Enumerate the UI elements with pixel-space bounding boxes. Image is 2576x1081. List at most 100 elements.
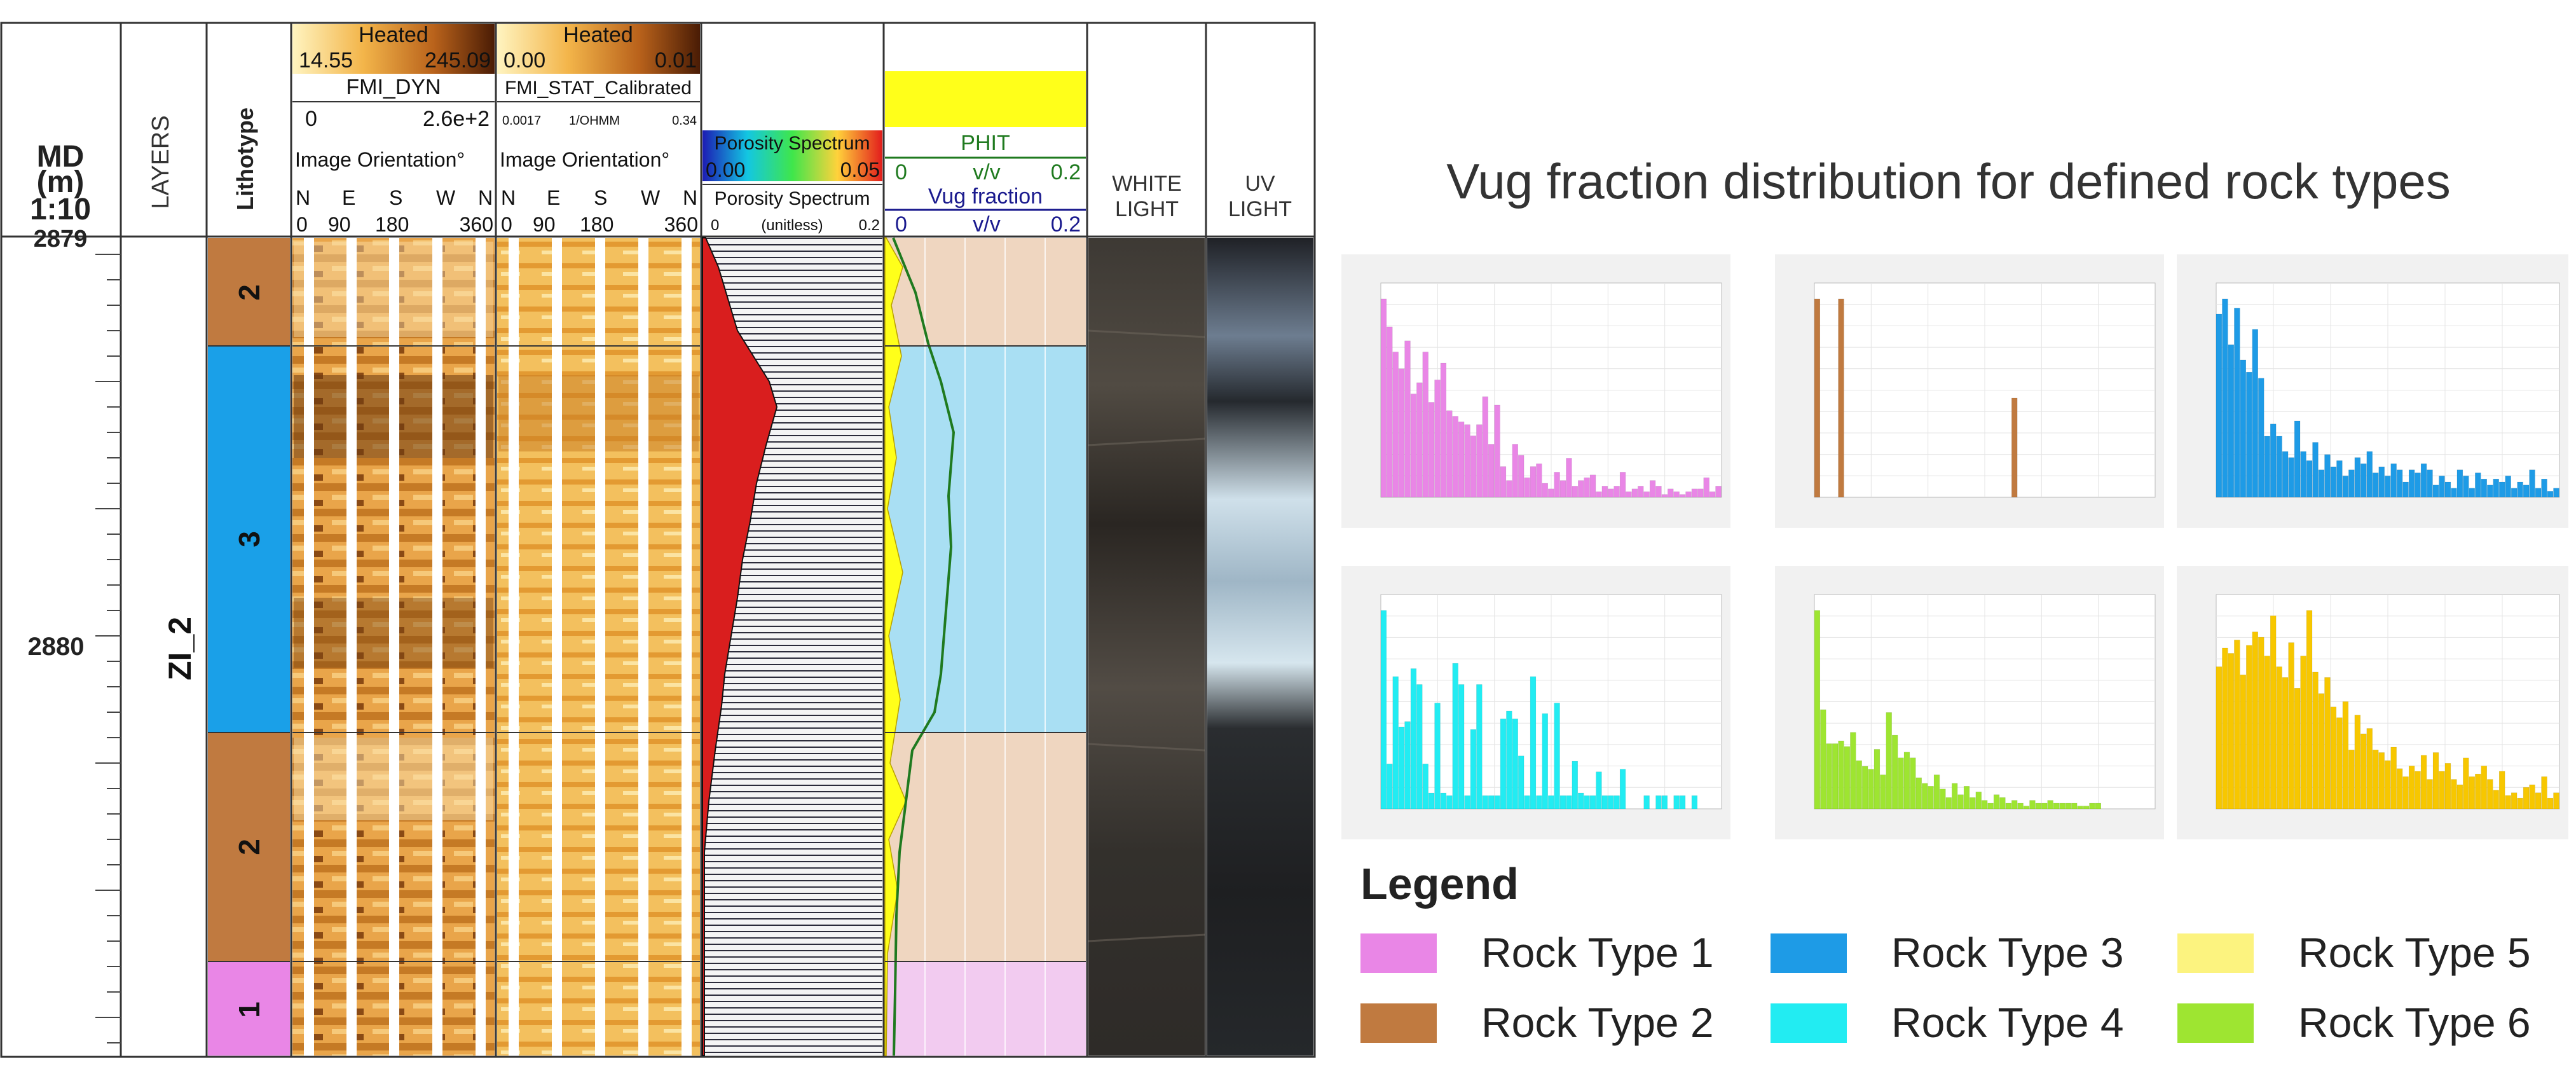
- histogram-bar: [2312, 442, 2319, 498]
- histogram-bar: [1452, 663, 1458, 809]
- fmi-dyn-image: [292, 238, 495, 1056]
- histogram-bar: [1856, 760, 1862, 809]
- histogram-bar: [2336, 717, 2343, 809]
- histogram-bar: [2029, 800, 2036, 809]
- fmi-dyn-colorbar: [292, 24, 495, 74]
- histogram-bar: [1524, 795, 1530, 809]
- fmi-dyn-dir-e: E: [342, 186, 355, 209]
- histogram-bar: [2234, 640, 2240, 809]
- histogram-bar: [2415, 771, 2421, 809]
- histogram-bar: [1608, 795, 1614, 809]
- histogram-bar: [1868, 769, 1874, 809]
- histogram-bar: [1542, 483, 1548, 498]
- histogram-bar: [1596, 491, 1602, 498]
- histogram-bar: [1814, 298, 1821, 498]
- histogram-bar: [2330, 706, 2337, 809]
- litho-label-3: 2: [233, 839, 266, 855]
- histogram-bar: [2035, 802, 2041, 809]
- fmi-dyn-tick-90: 90: [328, 213, 351, 236]
- fmi-dyn-name: FMI_DYN: [346, 75, 441, 99]
- histogram-bar: [2216, 666, 2223, 809]
- histogram-bar: [2553, 488, 2559, 498]
- vug-unit: v/v: [973, 212, 1000, 237]
- md-scale: 1:10: [30, 193, 91, 226]
- histogram-bar: [1458, 684, 1465, 809]
- histogram-bar: [1952, 783, 1958, 809]
- histogram-bar: [1892, 734, 1898, 809]
- histogram-bar: [1970, 797, 1976, 809]
- fmi-dyn-range-min: 0: [305, 107, 317, 131]
- histogram-bar: [1392, 676, 1399, 809]
- histogram-bar: [2463, 757, 2469, 809]
- histogram-bar: [2083, 806, 2090, 809]
- depth-label-2879: 2879: [34, 226, 88, 252]
- histogram-bar: [1434, 703, 1441, 809]
- histogram-bar: [2529, 784, 2535, 809]
- histogram-bar: [1826, 743, 1832, 809]
- histogram-bar: [2228, 653, 2235, 809]
- legend-swatch: [2177, 1003, 2254, 1043]
- histogram-bar: [1999, 797, 2006, 809]
- fmi-stat-dir-e: E: [547, 186, 560, 209]
- histogram-bar: [2306, 460, 2313, 498]
- histogram-bar: [2451, 779, 2457, 809]
- phit-min: 0: [895, 160, 907, 184]
- histogram-bar: [2270, 423, 2277, 498]
- histogram-bar: [1679, 795, 1686, 809]
- histogram-bar: [2396, 768, 2403, 809]
- histogram-bar: [2475, 472, 2481, 498]
- histogram-bar: [1715, 486, 1722, 498]
- histogram-bar: [1416, 382, 1423, 498]
- histogram-bar: [2499, 771, 2505, 809]
- histogram-bar: [1814, 610, 1821, 809]
- phit-swatch: [885, 71, 1086, 127]
- porosity-unit: (unitless): [761, 217, 823, 234]
- fmi-stat-tick-0: 0: [501, 213, 512, 236]
- lithotype-track: 2 3 2 1: [208, 238, 290, 1056]
- white-light-header: WHITE: [1112, 172, 1182, 196]
- histogram-bar: [1975, 792, 1982, 809]
- histogram-bar: [1898, 757, 1904, 809]
- histogram-bar: [2276, 436, 2282, 498]
- fmi-stat-min: 0.00: [504, 48, 545, 72]
- fmi-dyn-range-max: 2.6e+2: [423, 107, 490, 131]
- histogram-bar: [2324, 454, 2331, 498]
- histogram-bar: [2276, 666, 2282, 809]
- histogram-bar: [1987, 802, 1994, 809]
- histogram-bar: [1559, 480, 1566, 498]
- histogram-bar: [2444, 481, 2451, 498]
- histogram-bar: [1643, 491, 1650, 498]
- histogram-bar: [2011, 397, 2018, 498]
- fmi-stat-dir-w: W: [641, 186, 661, 209]
- histogram-bar: [1506, 480, 1512, 498]
- histogram-bar: [1832, 743, 1839, 809]
- histogram-bar: [2095, 802, 2102, 809]
- histogram-bar: [1428, 402, 1435, 498]
- histogram-bar: [1589, 795, 1596, 809]
- histogram-bar: [2523, 787, 2530, 809]
- histogram-bar: [1838, 740, 1844, 809]
- histogram-bar: [2240, 674, 2247, 809]
- histogram-bar: [1500, 466, 1507, 498]
- histogram-bar: [2378, 466, 2385, 498]
- histogram-bar: [2318, 693, 2325, 809]
- histogram-bar: [1464, 424, 1470, 498]
- histogram-bar: [2240, 359, 2247, 498]
- histogram-bar: [1619, 472, 1626, 498]
- histogram-bar: [2505, 476, 2511, 498]
- histogram-bar: [1880, 775, 1886, 809]
- histogram-bar: [1613, 795, 1620, 809]
- histogram-bar: [2288, 642, 2294, 809]
- layers-header: LAYERS: [147, 115, 174, 209]
- histogram-bar: [2005, 802, 2011, 809]
- histogram-bar: [1649, 480, 1656, 498]
- histogram-bar: [2402, 776, 2409, 809]
- histogram-bar: [1452, 416, 1458, 498]
- histogram-bar: [1874, 749, 1881, 809]
- histogram-bar: [2366, 728, 2373, 809]
- histogram-bar: [2385, 476, 2391, 498]
- md-label: MD: [37, 140, 85, 174]
- histogram-bar: [1458, 422, 1465, 498]
- histogram-bar: [2517, 797, 2523, 809]
- histogram-rock-type-6: [1775, 566, 2164, 839]
